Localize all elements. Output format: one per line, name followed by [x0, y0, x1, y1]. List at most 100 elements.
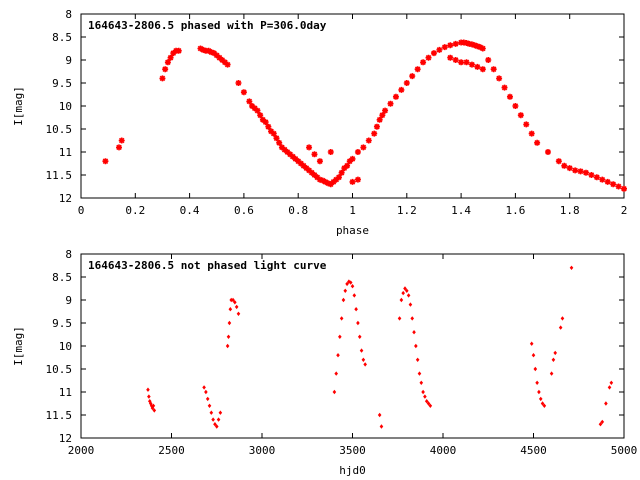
x-tick-label: 1.8: [560, 204, 580, 217]
data-point: [479, 66, 486, 73]
data-point: [379, 424, 384, 429]
data-point: [311, 151, 318, 158]
data-point: [352, 293, 357, 298]
data-point: [474, 43, 481, 50]
data-point: [604, 178, 611, 185]
data-point: [150, 405, 155, 411]
y-axis-label: I[mag]: [12, 326, 25, 366]
chart-title: 164643-2806.5 not phased light curve: [88, 259, 327, 272]
data-point: [523, 121, 530, 128]
data-point: [311, 172, 318, 178]
data-point: [423, 394, 427, 399]
data-point: [259, 116, 266, 123]
data-point: [226, 334, 231, 339]
x-tick-label: 0.6: [234, 204, 254, 217]
chart-panel-1: 0 0.2 0.4 0.6 0.8 1 1.2 1.4 1.6 1.8 2 8 8.5 9 9.5 10 10.…: [12, 8, 627, 237]
data-point: [387, 100, 394, 107]
data-point: [529, 341, 534, 346]
x-tick-label: 4000: [430, 444, 457, 457]
x-tick-label: 5000: [611, 444, 638, 457]
data-point: [292, 155, 299, 162]
data-point: [436, 46, 443, 53]
data-point: [542, 403, 547, 408]
data-point: [359, 348, 364, 353]
data-point: [314, 174, 321, 181]
data-point: [345, 281, 349, 287]
data-point: [555, 158, 562, 165]
data-point: [175, 47, 182, 54]
data-point: [531, 353, 536, 358]
data-point: [425, 54, 432, 61]
data-point: [408, 302, 413, 307]
data-point: [297, 160, 304, 167]
x-axis-label: phase: [336, 224, 369, 237]
data-point: [216, 54, 223, 61]
data-point: [287, 151, 294, 158]
x-tick-label: 1.4: [451, 204, 471, 217]
data-point: [560, 316, 565, 321]
data-point: [479, 45, 486, 52]
y-axis-label: I[mag]: [12, 86, 25, 126]
data-point: [577, 168, 584, 175]
data-point: [205, 47, 212, 54]
data-point: [208, 49, 215, 56]
data-point: [343, 288, 348, 293]
data-point: [430, 50, 437, 57]
data-point: [349, 155, 356, 162]
data-point: [216, 417, 221, 422]
data-point: [604, 401, 608, 406]
x-tick-label: 1.2: [397, 204, 417, 217]
data-point: [471, 42, 478, 49]
data-point: [537, 389, 541, 395]
data-point: [146, 387, 150, 392]
data-point: [572, 167, 579, 174]
data-point: [535, 380, 539, 385]
data-point: [308, 169, 315, 176]
data-point: [218, 410, 223, 415]
data-point: [316, 176, 323, 183]
data-point: [295, 158, 302, 165]
data-point: [221, 59, 228, 66]
x-tick-label: 4500: [520, 444, 547, 457]
data-point: [276, 139, 283, 146]
x-tick-label: 1.6: [505, 204, 525, 217]
data-point: [322, 178, 329, 185]
data-point: [593, 174, 600, 181]
data-point: [225, 343, 230, 349]
data-point: [303, 165, 310, 172]
data-point: [405, 288, 409, 293]
data-point: [412, 330, 416, 335]
data-point: [202, 385, 206, 390]
data-point: [540, 401, 545, 406]
x-tick-label: 0.2: [125, 204, 145, 217]
data-point: [236, 311, 241, 316]
data-point: [401, 290, 405, 296]
data-point: [376, 116, 383, 123]
data-point: [506, 93, 513, 100]
data-point: [414, 66, 421, 73]
data-point: [357, 334, 362, 339]
plot-frame: [80, 253, 625, 439]
data-point: [365, 137, 372, 144]
data-point: [371, 130, 378, 137]
data-point: [249, 103, 256, 109]
data-point: [231, 297, 235, 303]
data-point: [349, 178, 356, 185]
data-point: [334, 371, 339, 376]
data-point: [251, 105, 258, 112]
data-point: [204, 389, 208, 395]
data-point: [341, 165, 348, 172]
data-point: [512, 103, 519, 109]
data-point: [209, 410, 214, 415]
y-tick-label: 10: [59, 340, 72, 353]
data-point: [610, 181, 617, 188]
data-point: [278, 144, 285, 151]
x-tick-label: 3500: [339, 444, 366, 457]
data-point: [553, 350, 558, 356]
data-point: [354, 307, 358, 312]
data-point: [463, 39, 470, 46]
data-point: [534, 139, 541, 146]
data-point: [300, 162, 307, 169]
data-point: [419, 380, 424, 385]
